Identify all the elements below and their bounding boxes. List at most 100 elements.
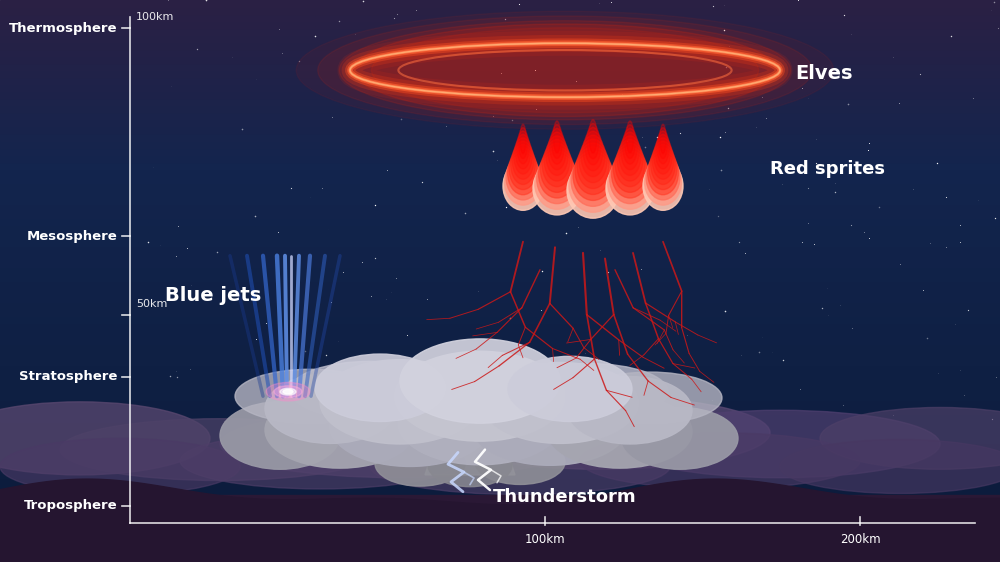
Bar	[0, 484, 1000, 492]
Ellipse shape	[220, 402, 340, 469]
Bar	[0, 492, 1000, 499]
Ellipse shape	[540, 147, 574, 192]
Bar	[0, 400, 1000, 407]
Ellipse shape	[552, 125, 562, 158]
Ellipse shape	[626, 121, 634, 153]
Bar	[0, 295, 1000, 302]
Ellipse shape	[537, 155, 577, 203]
Text: Thermosphere: Thermosphere	[8, 21, 117, 35]
Bar	[0, 21, 1000, 28]
Text: 200km: 200km	[840, 533, 880, 546]
Text: 100km: 100km	[525, 533, 565, 546]
Ellipse shape	[274, 386, 302, 398]
Bar	[0, 527, 1000, 534]
Ellipse shape	[649, 148, 677, 189]
Bar	[0, 126, 1000, 134]
Ellipse shape	[623, 129, 637, 164]
Bar	[0, 183, 1000, 190]
Ellipse shape	[548, 132, 566, 170]
Bar	[0, 169, 1000, 175]
Text: Elves: Elves	[795, 64, 852, 83]
Ellipse shape	[580, 433, 860, 489]
Bar	[0, 112, 1000, 120]
Ellipse shape	[505, 158, 541, 205]
Ellipse shape	[400, 339, 560, 423]
Bar	[0, 225, 1000, 232]
Ellipse shape	[514, 138, 532, 174]
Bar	[0, 161, 1000, 169]
Ellipse shape	[583, 132, 603, 171]
Bar	[0, 217, 1000, 225]
Ellipse shape	[290, 361, 450, 420]
Ellipse shape	[539, 151, 575, 198]
Bar	[0, 197, 1000, 204]
Bar	[0, 344, 1000, 351]
Ellipse shape	[520, 124, 526, 153]
Bar	[0, 140, 1000, 147]
Bar	[0, 302, 1000, 309]
Bar	[0, 323, 1000, 330]
Ellipse shape	[372, 28, 759, 113]
Ellipse shape	[508, 152, 538, 195]
Bar	[0, 464, 1000, 471]
Ellipse shape	[395, 351, 565, 441]
Ellipse shape	[658, 128, 668, 158]
Ellipse shape	[660, 124, 666, 153]
Ellipse shape	[533, 162, 581, 215]
Ellipse shape	[265, 374, 395, 443]
Ellipse shape	[655, 134, 671, 169]
Bar	[0, 470, 1000, 478]
Ellipse shape	[567, 162, 619, 218]
Bar	[0, 414, 1000, 422]
Ellipse shape	[648, 152, 678, 195]
Bar	[0, 155, 1000, 162]
Polygon shape	[460, 430, 487, 475]
Bar	[0, 189, 1000, 197]
Bar	[0, 84, 1000, 91]
Ellipse shape	[652, 141, 674, 179]
Bar	[0, 428, 1000, 436]
Ellipse shape	[577, 143, 609, 189]
Ellipse shape	[606, 162, 654, 215]
Ellipse shape	[375, 441, 465, 486]
Ellipse shape	[651, 144, 675, 184]
Ellipse shape	[535, 158, 579, 209]
Bar	[0, 28, 1000, 35]
Ellipse shape	[569, 158, 617, 212]
Ellipse shape	[575, 147, 611, 194]
Ellipse shape	[0, 438, 240, 495]
Ellipse shape	[220, 410, 580, 478]
Ellipse shape	[509, 148, 537, 189]
Bar	[0, 513, 1000, 520]
Ellipse shape	[581, 135, 605, 176]
Ellipse shape	[518, 128, 528, 158]
Ellipse shape	[587, 124, 599, 159]
Bar	[0, 534, 1000, 541]
Bar	[0, 386, 1000, 393]
Bar	[0, 316, 1000, 323]
Ellipse shape	[370, 438, 670, 495]
Ellipse shape	[617, 139, 643, 181]
Bar	[0, 506, 1000, 513]
Bar	[0, 98, 1000, 106]
Ellipse shape	[472, 387, 628, 465]
Ellipse shape	[235, 369, 385, 423]
Ellipse shape	[654, 138, 672, 174]
Bar	[0, 379, 1000, 387]
Bar	[0, 246, 1000, 253]
Bar	[0, 288, 1000, 295]
Bar	[0, 372, 1000, 379]
Ellipse shape	[621, 132, 639, 170]
Ellipse shape	[568, 377, 692, 444]
Ellipse shape	[589, 120, 597, 153]
Bar	[0, 253, 1000, 260]
Ellipse shape	[512, 364, 668, 420]
Bar	[0, 119, 1000, 126]
Ellipse shape	[482, 362, 638, 443]
Ellipse shape	[610, 155, 650, 203]
Ellipse shape	[503, 162, 543, 210]
Ellipse shape	[354, 24, 776, 116]
Bar	[0, 0, 1000, 7]
Ellipse shape	[615, 143, 645, 187]
Ellipse shape	[266, 382, 310, 401]
